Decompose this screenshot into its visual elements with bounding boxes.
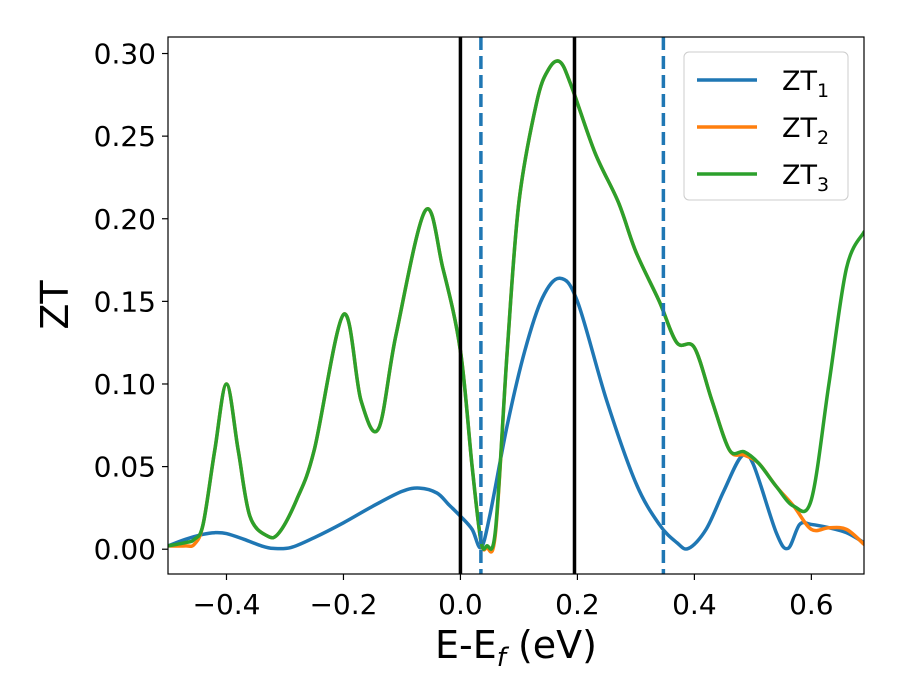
series-line-zt1 xyxy=(168,276,864,551)
x-axis: −0.4 −0.2 0.0 0.2 0.4 0.6 xyxy=(192,574,834,621)
x-tick-label: −0.4 xyxy=(192,588,260,621)
x-tick-label: 0.2 xyxy=(555,588,600,621)
legend-label-zt1: ZT1 xyxy=(782,66,829,102)
y-axis: 0.00 0.05 0.10 0.15 0.20 0.25 0.30 xyxy=(94,38,168,566)
x-axis-label: E-Ef (eV) xyxy=(435,623,597,673)
legend: ZT1 ZT2 ZT3 xyxy=(683,51,849,201)
x-tick-label: 0.4 xyxy=(672,588,717,621)
y-tick-label: 0.00 xyxy=(94,533,156,566)
y-axis-label: ZT xyxy=(33,280,77,330)
y-tick-label: 0.15 xyxy=(94,285,156,318)
x-tick-label: 0.0 xyxy=(438,588,483,621)
series-line-zt3 xyxy=(168,59,864,551)
y-tick-label: 0.25 xyxy=(94,120,156,153)
legend-label-zt3: ZT3 xyxy=(782,160,829,196)
y-tick-label: 0.20 xyxy=(94,203,156,236)
y-tick-label: 0.05 xyxy=(94,451,156,484)
x-tick-label: 0.6 xyxy=(789,588,834,621)
y-tick-label: 0.10 xyxy=(94,368,156,401)
legend-label-zt2: ZT2 xyxy=(782,113,829,149)
y-tick-label: 0.30 xyxy=(94,38,156,71)
x-tick-label: −0.2 xyxy=(309,588,377,621)
plot-content xyxy=(168,37,864,574)
plot-frame xyxy=(167,36,865,575)
legend-box xyxy=(683,51,849,201)
